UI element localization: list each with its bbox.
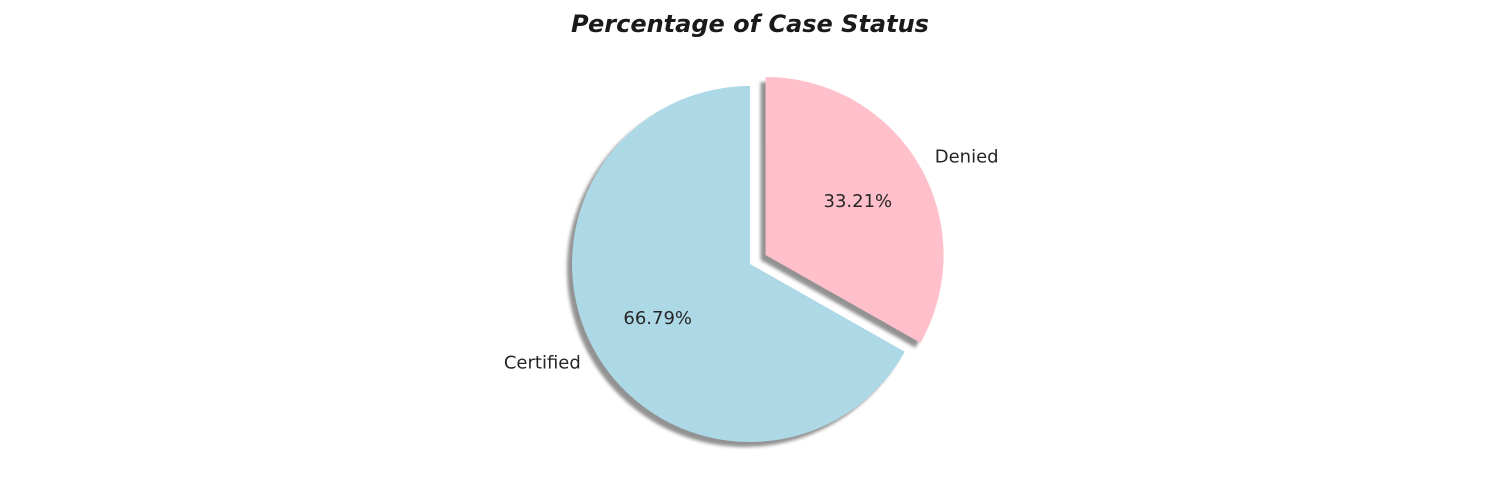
pie-percent-label-denied: 33.21% <box>824 191 893 212</box>
pie-slice-denied <box>765 76 944 343</box>
pie-slice-layer <box>572 76 944 442</box>
pie-label-layer: Certified 66.79% Denied 33.21% <box>504 146 999 373</box>
chart-title: Percentage of Case Status <box>571 10 929 38</box>
pie-percent-label-certified: 66.79% <box>623 308 692 329</box>
pie-category-label-denied: Denied <box>935 146 999 167</box>
pie-category-label-certified: Certified <box>504 353 581 374</box>
pie-slice-certified <box>572 86 905 442</box>
